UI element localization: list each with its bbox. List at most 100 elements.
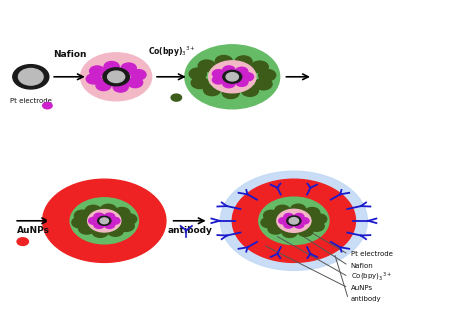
Circle shape	[300, 218, 309, 224]
Circle shape	[137, 206, 158, 220]
Circle shape	[259, 69, 276, 81]
Circle shape	[120, 214, 137, 225]
Circle shape	[241, 73, 254, 81]
Circle shape	[76, 233, 97, 247]
Circle shape	[140, 214, 161, 228]
Circle shape	[43, 102, 52, 109]
Circle shape	[284, 222, 293, 228]
Circle shape	[251, 230, 270, 243]
Circle shape	[284, 193, 303, 205]
Circle shape	[223, 70, 242, 83]
Circle shape	[96, 80, 111, 91]
Text: Pt electrode: Pt electrode	[10, 98, 52, 104]
Circle shape	[318, 199, 337, 212]
Circle shape	[61, 199, 82, 213]
Circle shape	[279, 218, 288, 224]
Text: Co(bpy)$_3$$^{3+}$: Co(bpy)$_3$$^{3+}$	[351, 271, 392, 283]
Circle shape	[131, 70, 146, 80]
Circle shape	[51, 222, 72, 236]
Circle shape	[109, 217, 120, 224]
Circle shape	[251, 61, 268, 73]
Circle shape	[251, 199, 270, 212]
Circle shape	[259, 197, 329, 244]
Circle shape	[47, 214, 68, 228]
Circle shape	[51, 206, 72, 220]
Circle shape	[89, 217, 99, 224]
Circle shape	[237, 214, 256, 227]
Text: Co(bpy)$_3$$^{3+}$: Co(bpy)$_3$$^{3+}$	[147, 45, 196, 59]
Circle shape	[79, 223, 95, 234]
Text: Nafion: Nafion	[53, 50, 86, 59]
Circle shape	[113, 82, 128, 92]
Circle shape	[185, 45, 280, 109]
Circle shape	[222, 87, 239, 99]
Circle shape	[61, 229, 82, 243]
Circle shape	[241, 223, 260, 236]
Circle shape	[203, 84, 220, 96]
Circle shape	[72, 217, 88, 228]
Circle shape	[264, 210, 279, 220]
Circle shape	[104, 213, 115, 220]
Circle shape	[266, 195, 285, 207]
Circle shape	[74, 210, 91, 221]
Circle shape	[85, 205, 101, 216]
Circle shape	[100, 218, 109, 224]
Circle shape	[268, 224, 283, 234]
Circle shape	[104, 61, 119, 72]
Circle shape	[298, 226, 313, 236]
Circle shape	[261, 217, 276, 228]
Circle shape	[241, 206, 260, 219]
Circle shape	[92, 227, 109, 237]
Circle shape	[121, 63, 137, 73]
Circle shape	[304, 207, 319, 218]
Circle shape	[98, 216, 111, 225]
Circle shape	[94, 221, 104, 228]
Circle shape	[17, 238, 28, 245]
Circle shape	[328, 223, 347, 236]
Circle shape	[212, 76, 225, 84]
Circle shape	[226, 73, 238, 81]
Circle shape	[215, 56, 232, 67]
Circle shape	[108, 71, 125, 83]
Circle shape	[86, 74, 101, 84]
Circle shape	[107, 225, 123, 236]
Circle shape	[114, 207, 130, 218]
Circle shape	[112, 194, 133, 208]
Circle shape	[255, 78, 272, 90]
Circle shape	[118, 220, 134, 231]
Circle shape	[112, 233, 133, 247]
Circle shape	[189, 68, 206, 80]
Circle shape	[291, 204, 306, 214]
Circle shape	[191, 77, 208, 89]
Circle shape	[287, 216, 301, 226]
Circle shape	[18, 68, 43, 85]
Circle shape	[70, 198, 138, 244]
Circle shape	[127, 199, 147, 213]
Circle shape	[104, 221, 115, 228]
Circle shape	[209, 61, 256, 93]
Circle shape	[318, 230, 337, 243]
Text: AuNPs: AuNPs	[17, 226, 50, 235]
Circle shape	[232, 179, 356, 262]
Text: Pt electrode: Pt electrode	[351, 252, 392, 257]
Circle shape	[128, 77, 143, 88]
Circle shape	[294, 213, 304, 220]
Circle shape	[88, 210, 121, 232]
Circle shape	[94, 213, 104, 220]
Circle shape	[137, 222, 158, 236]
Circle shape	[235, 56, 252, 68]
Circle shape	[76, 194, 97, 208]
Text: AuNPs: AuNPs	[351, 285, 373, 291]
Text: antibody: antibody	[351, 296, 382, 302]
Circle shape	[223, 79, 235, 88]
Circle shape	[103, 68, 129, 86]
Circle shape	[282, 227, 297, 237]
Circle shape	[198, 60, 215, 72]
Circle shape	[220, 171, 367, 270]
Circle shape	[302, 234, 321, 247]
Circle shape	[223, 66, 235, 74]
Circle shape	[266, 234, 285, 247]
Circle shape	[212, 70, 225, 78]
Circle shape	[100, 204, 116, 215]
Circle shape	[94, 235, 115, 249]
